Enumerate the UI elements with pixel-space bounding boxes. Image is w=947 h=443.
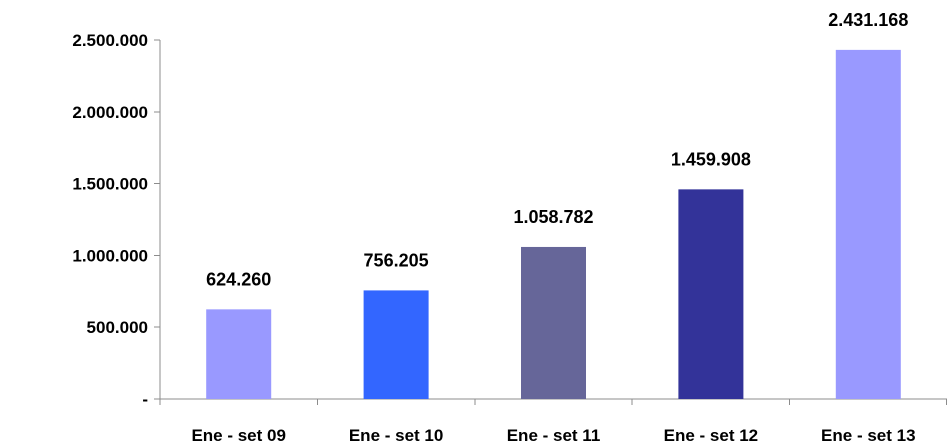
y-tick-label: 1.500.000 [72,175,148,194]
x-category-label: Ene - set 12 [664,426,759,443]
y-tick-label: - [142,390,148,409]
y-tick-label: 2.000.000 [72,103,148,122]
x-category-label: Ene - set 11 [507,426,601,443]
data-label: 1.058.782 [513,207,593,227]
data-label: 624.260 [206,269,271,289]
y-tick-label: 1.000.000 [72,246,148,265]
y-tick-label: 2.500.000 [72,31,148,50]
data-label: 2.431.168 [828,10,908,30]
data-labels: 624.260 756.205 1.058.782 1.459.908 2.431.16… [206,10,908,289]
bar [206,309,272,399]
bar [521,246,586,399]
data-label: 756.205 [364,250,429,270]
x-category-label: Ene - set 09 [191,426,286,443]
bar [363,290,429,399]
bar [678,189,744,399]
data-label: 1.459.908 [671,149,751,169]
bars [206,49,901,399]
x-category-label: Ene - set 10 [349,426,444,443]
x-category-label: Ene - set 13 [821,426,916,443]
y-axis: - 500.000 1.000.000 1.500.000 2.000.000 2.500… [72,31,161,409]
x-axis: Ene - set 09 Ene - set 10 Ene - set 11 Ene … [159,398,947,443]
bar [835,49,901,399]
y-tick-label: 500.000 [87,318,148,337]
